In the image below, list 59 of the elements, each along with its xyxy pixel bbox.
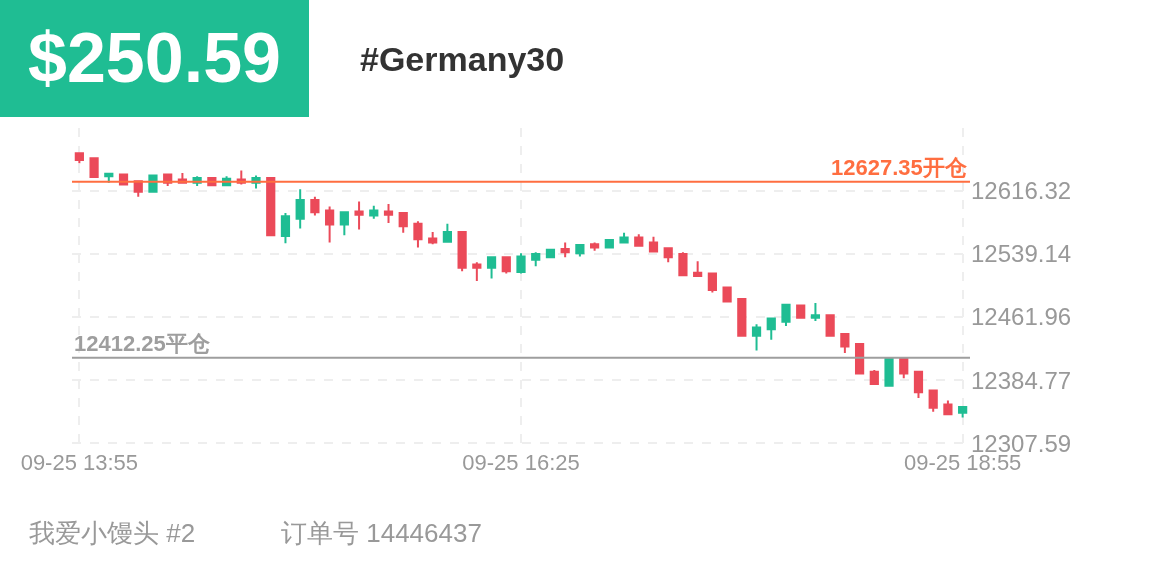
candlestick: [722, 286, 732, 303]
y-tick-label: 12539.14: [971, 240, 1072, 268]
candlestick: [648, 235, 659, 254]
candlestick: [928, 389, 938, 413]
candlestick: [266, 176, 276, 237]
candlestick: [501, 256, 511, 275]
candlestick: [678, 251, 688, 277]
candlestick: [766, 317, 776, 341]
candlestick: [958, 405, 968, 419]
candlestick: [663, 247, 673, 264]
y-tick-label: 12384.77: [971, 366, 1072, 394]
candlestick: [428, 230, 438, 246]
candlestick: [781, 302, 791, 327]
candlestick: [619, 231, 629, 244]
ref-line-label: 12627.35开仓: [831, 155, 968, 180]
candlestick: [634, 233, 644, 247]
candlestick: [325, 205, 335, 244]
candlestick: [339, 211, 349, 237]
candlestick: [810, 302, 821, 323]
candlestick: [884, 357, 894, 387]
candlestick: [280, 212, 291, 245]
candlestick: [913, 370, 924, 399]
ref-line-label: 12412.25平仓: [74, 331, 211, 356]
candlestick: [751, 323, 762, 352]
candlestick: [89, 157, 99, 179]
candlestick: [869, 369, 879, 386]
chart-title: $250.59: [0, 0, 310, 117]
candlestick: [457, 230, 467, 273]
candlestick: [413, 220, 423, 249]
candlestick: [575, 243, 585, 258]
y-tick-label: 12616.32: [971, 177, 1072, 205]
candlestick: [693, 260, 703, 278]
candlestick: [943, 399, 953, 416]
candlestick: [531, 251, 541, 268]
candlestick: [369, 204, 379, 220]
candlestick: [545, 248, 556, 260]
candlestick: [442, 222, 452, 243]
candlestick: [825, 314, 835, 337]
candlestick: [398, 212, 408, 234]
candlestick: [310, 195, 320, 217]
candlestick: [707, 272, 717, 294]
text: 我爱小馒头 #2: [29, 518, 196, 548]
candlestick: [840, 333, 850, 354]
candlestick: [486, 256, 497, 280]
candlestick: [74, 152, 84, 165]
candlestick: [383, 203, 394, 224]
candlestick: [796, 304, 806, 320]
candlestick: [354, 200, 364, 231]
candlestick: [472, 261, 482, 282]
text: 订单号 14446437: [281, 518, 482, 548]
y-tick-label: 12461.96: [971, 303, 1072, 331]
x-tick-label: 09-25 13:55: [20, 450, 139, 475]
candlestick: [560, 241, 570, 259]
candlestick: [516, 252, 526, 275]
chart-subtitle: #Germany30: [360, 40, 565, 79]
candlestick: [295, 188, 305, 230]
candlestick: [604, 239, 614, 249]
x-tick-label: 09-25 16:25: [462, 450, 580, 475]
candlestick: [737, 297, 747, 337]
